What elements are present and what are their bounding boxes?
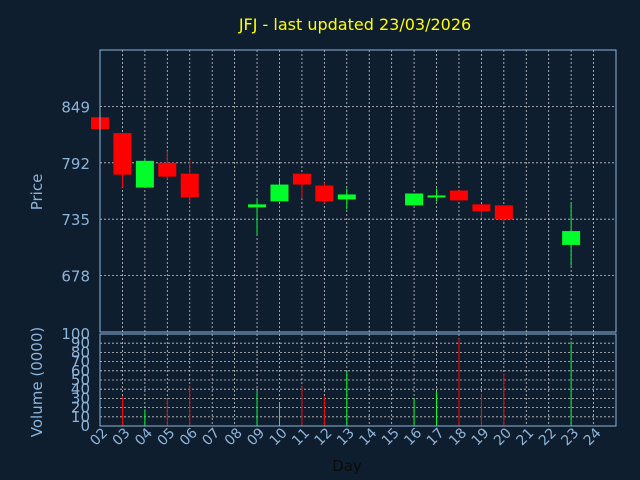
candle-body <box>494 205 513 220</box>
price-tick-label: 678 <box>61 268 90 286</box>
price-axis-label: Price <box>28 174 46 211</box>
volume-tick-label: 70 <box>71 353 90 371</box>
volume-tick-label: 90 <box>71 334 90 352</box>
candle-body <box>292 173 311 185</box>
candle-body <box>472 204 491 212</box>
candle-body <box>270 184 289 202</box>
volume-tick-label: 0 <box>80 417 90 435</box>
chart-title: JFJ - last updated 23/03/2026 <box>238 15 471 34</box>
volume-bars <box>121 338 572 426</box>
candles <box>91 117 581 266</box>
candle-body <box>315 185 334 202</box>
volume-tick-label: 40 <box>71 380 90 398</box>
price-axis: 678 735 792 849 <box>61 98 90 285</box>
volume-tick-label: 100 <box>61 325 90 343</box>
volume-axis-label: Volume (0000) <box>28 327 46 437</box>
candle-body <box>337 194 356 200</box>
candle-body <box>113 133 132 175</box>
price-tick-label: 849 <box>61 98 90 116</box>
candle-body <box>248 204 267 208</box>
candle-body <box>180 173 199 198</box>
price-plot-frame <box>99 49 617 333</box>
x-axis: 0203040506070809101112131415161718192021… <box>87 425 605 449</box>
candle-body <box>449 190 468 201</box>
price-tick-label: 792 <box>61 155 90 173</box>
volume-tick-label: 60 <box>71 362 90 380</box>
volume-tick-label: 50 <box>71 371 90 389</box>
volume-tick-label: 20 <box>71 399 90 417</box>
candle-body <box>135 160 154 188</box>
volume-tick-label: 10 <box>71 408 90 426</box>
price-tick-label: 735 <box>61 211 90 229</box>
candle-body <box>158 162 177 177</box>
volume-plot-frame <box>99 333 617 427</box>
volume-tick-label: 80 <box>71 343 90 361</box>
x-axis-label: Day <box>332 457 362 475</box>
candle-body <box>427 195 446 198</box>
candle-body <box>562 231 581 245</box>
volume-tick-label: 30 <box>71 389 90 407</box>
candle-body <box>405 193 424 206</box>
